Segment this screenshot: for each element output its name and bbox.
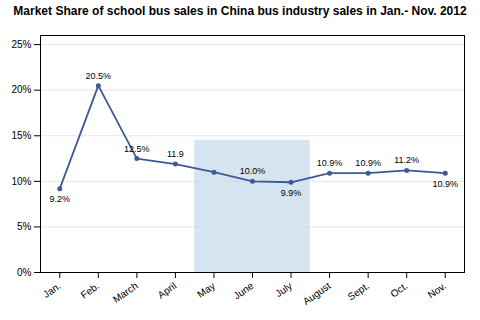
svg-text:10.0%: 10.0%	[240, 166, 266, 176]
svg-text:Feb.: Feb.	[79, 280, 102, 300]
svg-text:10.9%: 10.9%	[355, 158, 381, 168]
svg-text:April: April	[156, 280, 179, 300]
svg-text:March: March	[111, 280, 140, 305]
svg-text:9.9%: 9.9%	[281, 188, 302, 198]
svg-text:20%: 20%	[11, 84, 31, 95]
svg-text:12.5%: 12.5%	[124, 144, 150, 154]
html-text:Market Share of school bus sal: Market Share of school bus sales in Chin…	[13, 4, 467, 18]
svg-text:July: July	[273, 280, 294, 299]
svg-text:9.2%: 9.2%	[50, 194, 71, 204]
svg-text:10%: 10%	[11, 176, 31, 187]
svg-text:11.9: 11.9	[167, 149, 184, 159]
svg-text:Sept.: Sept.	[346, 280, 371, 302]
svg-text:5%: 5%	[17, 221, 32, 232]
svg-text:Oct.: Oct.	[388, 280, 409, 300]
svg-text:0%: 0%	[17, 267, 32, 278]
svg-text:25%: 25%	[11, 39, 31, 50]
svg-text:15%: 15%	[11, 130, 31, 141]
svg-text:10.9%: 10.9%	[317, 158, 343, 168]
svg-text:20.5%: 20.5%	[86, 71, 112, 81]
svg-text:Nov.: Nov.	[426, 280, 449, 300]
svg-text:June: June	[231, 280, 255, 302]
svg-text:August: August	[301, 280, 333, 307]
svg-text:May: May	[195, 280, 217, 300]
svg-text:10.9%: 10.9%	[432, 179, 458, 189]
svg-text:Jan.: Jan.	[41, 280, 63, 300]
svg-text:11.2%: 11.2%	[394, 155, 419, 165]
